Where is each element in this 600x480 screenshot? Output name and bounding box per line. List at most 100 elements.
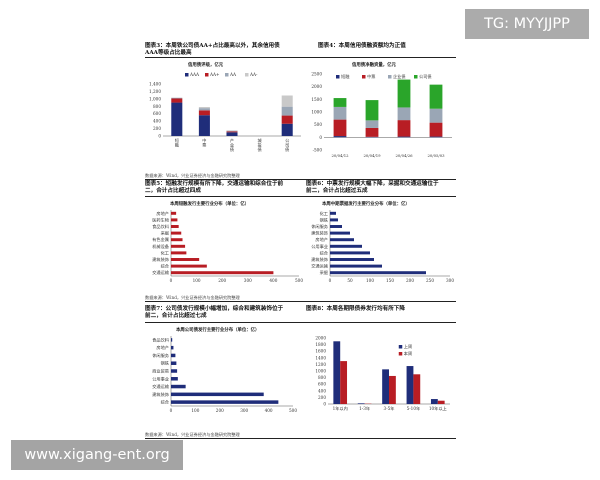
section2-rule-top — [145, 196, 456, 197]
legend-label: 上周 — [404, 343, 412, 350]
x-tick-label: 0 — [170, 278, 173, 283]
x-tick-label: 200 — [406, 278, 414, 283]
bar-1-4 — [437, 400, 445, 404]
x-tick-label: 500 — [295, 278, 303, 283]
y-tick-label: 2000 — [311, 84, 322, 89]
category-label: 公用事业 — [152, 375, 169, 382]
category-label: 建筑装饰 — [311, 230, 328, 237]
category-label: 机械设备 — [152, 243, 170, 250]
legend-swatch — [336, 75, 340, 79]
chart-net-financing: -500 0 500 1000 1500 2000 2500 20/04/12 20/04/19… — [311, 72, 452, 158]
bar-8 — [171, 264, 207, 268]
bar-5 — [330, 244, 362, 248]
bar-1-1 — [198, 110, 210, 116]
legend-swatch — [205, 73, 209, 77]
x-tick-label: 20/04/26 — [395, 153, 413, 158]
legend-label: AA+ — [209, 72, 220, 77]
x-tick-label: 中 — [202, 137, 206, 144]
category-label: 综合 — [320, 249, 329, 256]
bar-1 — [171, 345, 174, 350]
bar-2 — [330, 225, 342, 228]
legend-swatch — [388, 75, 392, 79]
bar-1-2 — [389, 375, 396, 404]
x-tick-label: 20/05/03 — [427, 153, 445, 158]
bar-0-2 — [382, 369, 389, 404]
x-tick-label: 债 — [257, 146, 261, 153]
bar-0-1 — [198, 115, 210, 136]
legend-label: 本周 — [404, 350, 412, 357]
y-tick-label: 0 — [319, 135, 322, 140]
y-tick-label: 1,400 — [149, 82, 161, 87]
chart1-title: 信用债评级，亿元 — [188, 63, 224, 68]
bar-0-2 — [226, 132, 238, 136]
x-tick-label: 5-10年 — [407, 405, 421, 412]
x-tick-label: 200 — [216, 408, 224, 413]
figure5-caption: 图表5：短融发行规模有所下降，交通运输和综合位于前 二，合计占比超过四成 — [145, 181, 284, 194]
section3-source: 数据来源：Wind，兴业证券经济与金融研究院整理 — [145, 432, 240, 437]
bar-0 — [171, 211, 177, 215]
category-label: 交通运输 — [152, 383, 170, 390]
bar-0-0 — [333, 136, 347, 138]
chart2-title: 信用债净融资量，亿元 — [352, 63, 396, 68]
bar-0-3 — [429, 136, 443, 138]
figure6-caption: 图表6：中票发行规模大幅下降，采掘和交通运输位于 前二，合计占比超过五成 — [306, 181, 439, 194]
category-label: 综合 — [161, 263, 170, 270]
x-tick-label: 150 — [386, 278, 394, 283]
legend-label: AA- — [249, 72, 258, 77]
section2-rule-bottom — [145, 301, 456, 302]
bar-0-0 — [333, 341, 341, 404]
bar-6 — [330, 251, 370, 255]
y-tick-label: 600 — [318, 382, 326, 387]
bar-2-1 — [198, 108, 210, 111]
bar-0-0 — [171, 102, 183, 136]
bar-0-1 — [357, 403, 365, 404]
category-label: 休闲服务 — [152, 352, 170, 359]
x-tick-label: 300 — [244, 278, 252, 283]
figure3-rule — [145, 57, 310, 58]
y-tick-label: 600 — [153, 111, 161, 116]
chart4-title: 本周中期票据发行主要行业分布（单位：亿） — [322, 202, 410, 207]
category-label: 食品饮料 — [152, 223, 170, 230]
chart-credit-rating: 02004006008001,0001,2001,400短融中票产业债城投债公司… — [149, 72, 301, 153]
section2-source: 数据来源：Wind，兴业证券经济与金融研究院整理 — [145, 295, 240, 300]
x-tick-label: 融 — [175, 142, 180, 149]
bar-4 — [171, 369, 178, 373]
figure8-caption: 图表8：本周各期限债券发行均有所下降 — [306, 306, 405, 312]
category-label: 食品饮料 — [152, 336, 170, 343]
category-label: 房地产 — [315, 236, 328, 243]
bar-0-4 — [430, 399, 438, 404]
x-tick-label: 3-5年 — [384, 405, 395, 412]
category-label: 有色金属 — [152, 236, 169, 243]
bar-2 — [171, 225, 179, 228]
x-tick-label: 产 — [230, 137, 234, 144]
bar-3-1 — [198, 107, 210, 109]
bar-2-3 — [429, 108, 443, 123]
bar-0-4 — [281, 123, 293, 136]
x-tick-label: 20/04/12 — [331, 153, 349, 158]
category-label: 化工 — [320, 210, 328, 217]
x-tick-label: 票 — [202, 143, 206, 148]
x-tick-label: 短 — [175, 137, 179, 144]
x-tick-label: 1年以内 — [333, 405, 348, 412]
bar-0-1 — [365, 136, 379, 138]
category-label: 公用事业 — [311, 243, 328, 250]
x-tick-label: 100 — [191, 408, 199, 413]
x-tick-label: 业 — [230, 142, 234, 148]
x-tick-label: 400 — [265, 408, 273, 413]
y-tick-label: 800 — [153, 104, 161, 109]
y-tick-label: 1000 — [311, 110, 322, 115]
bar-7 — [330, 258, 374, 261]
bar-3 — [171, 361, 177, 365]
bar-3-4 — [281, 95, 293, 107]
bar-0-3 — [406, 366, 414, 404]
legend-label: 企业债 — [393, 73, 406, 80]
legend-swatch — [414, 75, 418, 79]
bar-3 — [171, 231, 182, 235]
bar-1-2 — [397, 120, 411, 137]
y-tick-label: 2000 — [315, 336, 326, 341]
figure7-caption: 图表7：公司债发行规模小幅增加，综合和建筑装饰位于 前二，合计占比超过七成 — [145, 306, 284, 319]
